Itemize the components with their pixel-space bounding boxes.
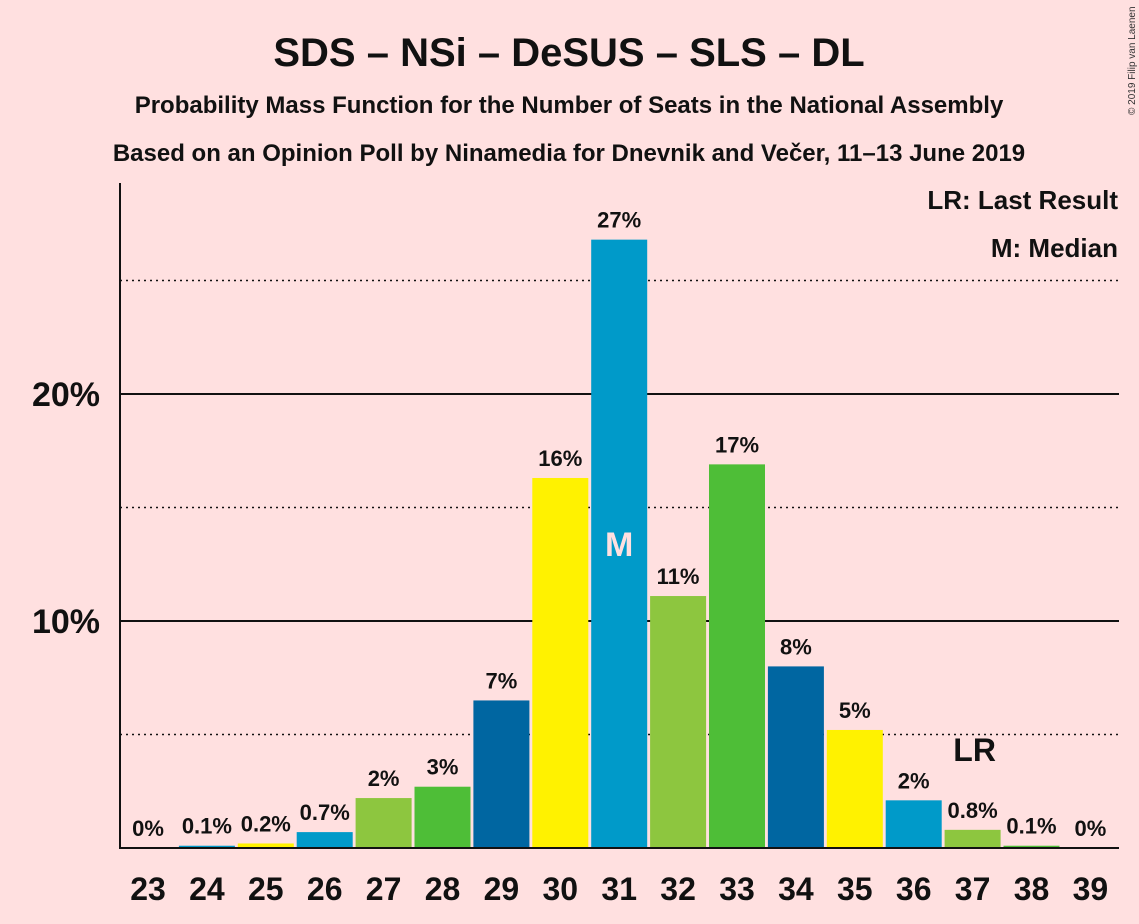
bar-seats-31 (591, 239, 648, 848)
bar-seats-38 (1003, 845, 1060, 848)
x-tick-label-26: 26 (307, 871, 343, 907)
bar-seats-28 (414, 786, 471, 848)
data-label-34: 8% (780, 634, 812, 659)
x-axis-ticks: 23 24 25 26 27 28 29 30 31 32 33 34 35 36 37 38 39 (130, 871, 1108, 907)
x-tick-label-34: 34 (778, 871, 814, 907)
bar-seats-32 (650, 596, 707, 848)
legend-last-result: LR: Last Result (927, 185, 1118, 215)
data-label-23: 0% (132, 816, 164, 841)
data-label-26: 0.7% (300, 800, 350, 825)
x-tick-label-35: 35 (837, 871, 873, 907)
x-tick-label-24: 24 (189, 871, 225, 907)
chart-subtitle: Probability Mass Function for the Number… (135, 92, 1004, 119)
x-tick-label-32: 32 (660, 871, 696, 907)
data-label-33: 17% (715, 432, 759, 457)
x-tick-label-31: 31 (601, 871, 637, 907)
data-label-27: 2% (368, 766, 400, 791)
data-label-36: 2% (898, 768, 930, 793)
chart-title: SDS – NSi – DeSUS – SLS – DL (273, 31, 864, 75)
x-tick-label-30: 30 (543, 871, 579, 907)
bars (178, 239, 1060, 848)
bar-seats-29 (473, 700, 530, 848)
bar-seats-35 (826, 729, 883, 848)
data-label-32: 11% (657, 564, 700, 589)
data-label-37: 0.8% (948, 798, 998, 823)
x-tick-label-37: 37 (955, 871, 991, 907)
bar-seats-37 (944, 829, 1001, 848)
y-tick-label: 10% (32, 603, 100, 641)
bar-seats-36 (885, 800, 942, 848)
bar-seats-30 (532, 477, 589, 848)
bar-seats-27 (355, 798, 412, 848)
x-tick-label-36: 36 (896, 871, 932, 907)
x-tick-label-33: 33 (719, 871, 755, 907)
x-tick-label-28: 28 (425, 871, 461, 907)
bar-seats-34 (767, 666, 824, 848)
last-result-marker: LR (953, 732, 996, 768)
data-label-29: 7% (486, 668, 518, 693)
data-label-25: 0.2% (241, 811, 291, 836)
bar-seats-24 (178, 845, 235, 848)
data-label-31: 27% (597, 208, 641, 233)
data-label-24: 0.1% (182, 814, 232, 839)
copyright-text: © 2019 Filip van Laenen (1127, 6, 1138, 115)
bar-seats-33 (709, 464, 765, 848)
data-label-30: 16% (538, 446, 582, 471)
x-tick-label-38: 38 (1014, 871, 1050, 907)
bar-seats-26 (296, 832, 353, 848)
median-marker: M (605, 526, 633, 564)
legend-median: M: Median (991, 233, 1118, 263)
x-tick-label-23: 23 (130, 871, 166, 907)
x-tick-label-25: 25 (248, 871, 284, 907)
data-label-38: 0.1% (1006, 814, 1056, 839)
y-axis-ticks: 10% 20% (32, 376, 100, 641)
chart-subtitle-source: Based on an Opinion Poll by Ninamedia fo… (113, 140, 1025, 167)
bar-seats-25 (237, 843, 294, 848)
x-tick-label-29: 29 (484, 871, 520, 907)
data-labels: 0% 0.1% 0.2% 0.7% 2% 3% 7% 16% 27% 11% 17% 8% 5% 2% 0.… (132, 208, 1106, 841)
data-label-28: 3% (427, 755, 459, 780)
y-tick-label: 20% (32, 376, 100, 414)
data-label-35: 5% (839, 698, 871, 723)
data-label-39: 0% (1075, 816, 1107, 841)
x-tick-label-27: 27 (366, 871, 402, 907)
x-tick-label-39: 39 (1073, 871, 1109, 907)
